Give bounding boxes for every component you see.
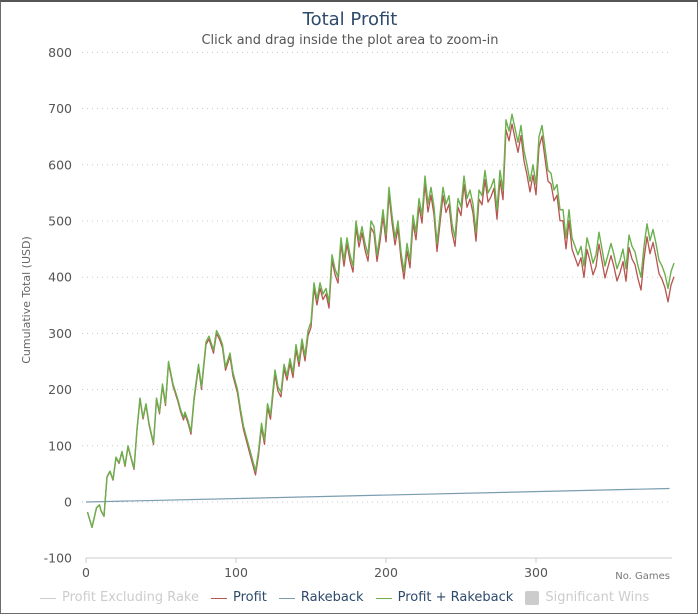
legend-line-icon — [210, 597, 227, 599]
chart-title: Total Profit — [302, 9, 398, 30]
y-tick-label: 500 — [48, 214, 72, 229]
y-tick-label: 600 — [48, 157, 72, 172]
y-tick-label: 100 — [48, 438, 72, 453]
x-tick-label: 200 — [374, 565, 398, 580]
legend-label: Profit + Rakeback — [397, 590, 514, 605]
y-tick-label: 0 — [64, 495, 72, 510]
series-line-profit-plus-rakeback — [86, 113, 675, 528]
series-line-rakeback — [85, 487, 670, 503]
x-axis-note: No. Games — [615, 571, 670, 582]
gridlines — [82, 51, 672, 503]
y-tick-label: 800 — [48, 45, 72, 60]
series-group — [85, 113, 675, 529]
series-line-profit — [86, 123, 675, 529]
legend-label: Significant Wins — [545, 590, 650, 605]
y-axis-title: Cumulative Total (USD) — [20, 236, 33, 364]
legend-line-icon — [40, 597, 56, 599]
y-axis-ticks: 800 700 600 500 400 300 200 100 0 -100 — [44, 45, 72, 566]
legend-line-icon — [278, 597, 295, 599]
y-tick-label: 200 — [48, 382, 72, 397]
y-tick-label: -100 — [44, 551, 72, 566]
legend-item-significant-wins[interactable]: Significant Wins — [525, 590, 649, 606]
legend-label: Rakeback — [300, 590, 364, 605]
legend-line-icon — [375, 597, 392, 599]
x-tick-label: 300 — [524, 565, 548, 580]
legend-item-profit-plus-rakeback[interactable]: Profit + Rakeback — [375, 590, 514, 606]
legend-box-icon — [525, 591, 540, 605]
legend: Profit Excluding Rake Profit Rakeback Pr… — [40, 590, 661, 606]
x-tick-label: 0 — [82, 565, 90, 580]
x-axis-ticks: 0 100 200 300 — [82, 558, 548, 580]
legend-item-rakeback[interactable]: Rakeback — [278, 590, 364, 606]
legend-label: Profit — [232, 590, 267, 605]
chart-subtitle: Click and drag inside the plot area to z… — [201, 33, 499, 48]
legend-item-profit[interactable]: Profit — [210, 590, 267, 606]
y-tick-label: 400 — [48, 270, 72, 285]
x-tick-label: 100 — [224, 565, 248, 580]
y-tick-label: 300 — [48, 326, 72, 341]
legend-item-profit-excluding-rake[interactable]: Profit Excluding Rake — [40, 590, 199, 606]
y-tick-label: 700 — [48, 101, 72, 116]
legend-label: Profit Excluding Rake — [62, 590, 199, 605]
